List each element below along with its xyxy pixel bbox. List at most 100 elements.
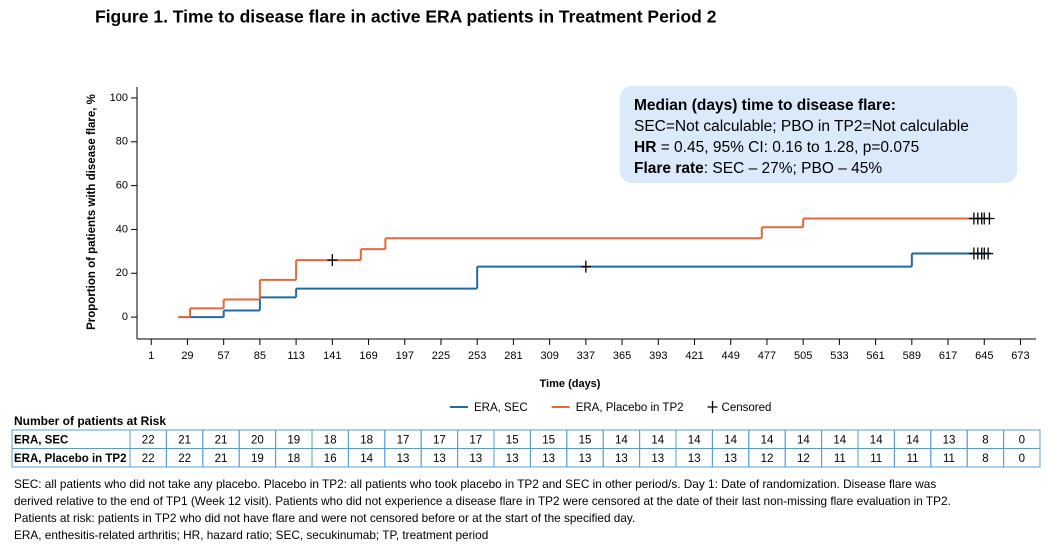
risk-count: 13: [688, 453, 701, 465]
annotation-text: Flare rate: [634, 160, 704, 177]
risk-count: 8: [982, 434, 988, 446]
y-tick-label: 20: [116, 267, 128, 279]
x-tick-label: 281: [504, 350, 522, 362]
legend-label: ERA, SEC: [474, 402, 528, 414]
risk-count: 13: [397, 453, 410, 465]
row-label: ERA, Placebo in TP2: [14, 453, 126, 465]
annotation-line: HR = 0.45, 95% CI: 0.16 to 1.28, p=0.075: [634, 139, 919, 156]
risk-count: 15: [542, 434, 555, 446]
risk-count: 18: [324, 434, 337, 446]
risk-count: 13: [579, 453, 592, 465]
censor-mark: [984, 212, 995, 225]
risk-count: 13: [615, 453, 628, 465]
legend-censor-swatch: [707, 401, 718, 413]
x-tick-label: 673: [1011, 350, 1029, 362]
risk-count: 17: [433, 434, 446, 446]
y-tick-label: 40: [116, 223, 128, 235]
risk-count: 22: [142, 434, 155, 446]
x-tick-label: 197: [396, 350, 414, 362]
x-tick-label: 589: [903, 350, 921, 362]
risk-count: 12: [797, 453, 810, 465]
x-tick-label: 309: [540, 350, 558, 362]
risk-count: 0: [1019, 453, 1025, 465]
censor-mark: [983, 247, 994, 260]
annotation-text: SEC=Not calculable; PBO in TP2=Not calcu…: [634, 118, 969, 135]
risk-count: 21: [215, 453, 228, 465]
footnote: Patients at risk: patients in TP2 who di…: [14, 511, 635, 525]
risk-count: 13: [943, 434, 956, 446]
annotation-line: Median (days) time to disease flare:: [634, 97, 896, 114]
risk-count: 11: [907, 453, 919, 465]
risk-count: 14: [870, 434, 883, 446]
annotation-text: : SEC – 27%; PBO – 45%: [704, 160, 883, 177]
x-tick-label: 29: [181, 350, 193, 362]
risk-count: 11: [870, 453, 882, 465]
x-tick-label: 393: [649, 350, 667, 362]
annotation-text: = 0.45, 95% CI: 0.16 to 1.28, p=0.075: [656, 139, 919, 156]
footnote: derived relative to the end of TP1 (Week…: [14, 494, 951, 508]
risk-count: 16: [324, 453, 337, 465]
risk-count: 18: [287, 453, 300, 465]
annotation-line: SEC=Not calculable; PBO in TP2=Not calcu…: [634, 118, 969, 135]
risk-count: 14: [797, 434, 810, 446]
x-tick-label: 561: [866, 350, 884, 362]
y-tick-label: 60: [116, 180, 128, 192]
risk-count: 14: [615, 434, 628, 446]
risk-count: 14: [906, 434, 919, 446]
annotation-box: [620, 86, 1017, 183]
risk-count: 14: [651, 434, 664, 446]
risk-count: 14: [360, 453, 373, 465]
footnote: ERA, enthesitis-related arthritis; HR, h…: [14, 528, 488, 542]
risk-count: 13: [506, 453, 519, 465]
risk-count: 22: [178, 453, 191, 465]
table-cell: [1003, 448, 1041, 468]
risk-count: 20: [251, 434, 264, 446]
x-tick-label: 365: [613, 350, 631, 362]
risk-count: 21: [215, 434, 228, 446]
legend-label: ERA, Placebo in TP2: [576, 402, 684, 414]
x-tick-label: 477: [758, 350, 776, 362]
risk-count: 21: [178, 434, 191, 446]
risk-count: 13: [469, 453, 482, 465]
risk-count: 14: [688, 434, 701, 446]
risk-count: 19: [251, 453, 264, 465]
risk-count: 14: [761, 434, 774, 446]
x-tick-label: 533: [830, 350, 848, 362]
risk-count: 11: [943, 453, 955, 465]
x-tick-label: 141: [323, 350, 341, 362]
risk-count: 8: [982, 453, 988, 465]
x-tick-label: 57: [218, 350, 230, 362]
x-tick-label: 337: [577, 350, 595, 362]
y-tick-label: 0: [122, 311, 128, 323]
annotation-text: HR: [634, 139, 656, 156]
risk-count: 13: [542, 453, 555, 465]
x-axis-title: Time (days): [540, 378, 601, 390]
risk-count: 17: [469, 434, 482, 446]
risk-count: 15: [579, 434, 592, 446]
censor-mark: [580, 260, 591, 273]
risk-count: 22: [142, 453, 155, 465]
x-tick-label: 1: [148, 350, 154, 362]
legend-label: Censored: [722, 402, 772, 414]
risk-count: 17: [397, 434, 410, 446]
x-tick-label: 645: [975, 350, 993, 362]
risk-count: 14: [724, 434, 737, 446]
figure-title: Figure 1. Time to disease flare in activ…: [95, 7, 717, 27]
risk-table-title: Number of patients at Risk: [14, 414, 166, 428]
x-tick-label: 617: [939, 350, 957, 362]
censor-mark: [327, 254, 338, 267]
x-tick-label: 85: [254, 350, 266, 362]
risk-count: 14: [833, 434, 846, 446]
risk-count: 0: [1019, 434, 1025, 446]
risk-count: 19: [287, 434, 300, 446]
x-tick-label: 449: [722, 350, 740, 362]
x-tick-label: 113: [287, 350, 305, 362]
risk-count: 12: [761, 453, 774, 465]
annotation-text: Median (days) time to disease flare:: [634, 97, 896, 114]
x-tick-label: 225: [432, 350, 450, 362]
y-tick-label: 80: [116, 136, 128, 148]
risk-count: 15: [506, 434, 519, 446]
x-tick-label: 169: [359, 350, 377, 362]
risk-count: 11: [834, 453, 846, 465]
